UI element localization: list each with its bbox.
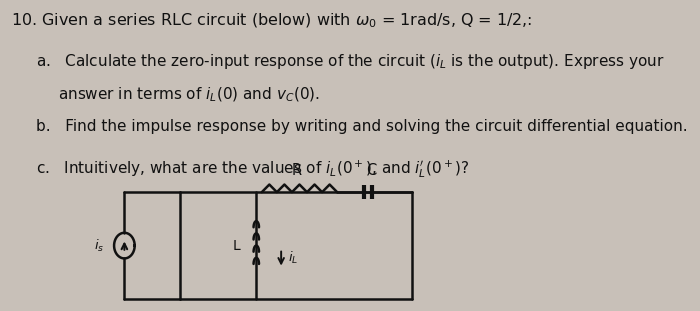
Text: b.   Find the impulse response by writing and solving the circuit differential e: b. Find the impulse response by writing … bbox=[36, 119, 687, 134]
Text: C: C bbox=[366, 163, 376, 178]
Text: a.   Calculate the zero-input response of the circuit ($i_L$ is the output). Exp: a. Calculate the zero-input response of … bbox=[36, 52, 664, 71]
Text: answer in terms of $i_L(0)$ and $v_C(0)$.: answer in terms of $i_L(0)$ and $v_C(0)$… bbox=[58, 85, 320, 104]
Text: 10. Given a series RLC circuit (below) with $\omega_0$ = 1rad/s, Q = 1/2,:: 10. Given a series RLC circuit (below) w… bbox=[11, 12, 532, 30]
Text: R: R bbox=[292, 163, 302, 178]
Text: L: L bbox=[233, 239, 241, 253]
Text: c.   Intuitively, what are the values of $i_L(0^+)$, and $i_L'(0^+)$?: c. Intuitively, what are the values of $… bbox=[36, 159, 470, 180]
Text: $i_L$: $i_L$ bbox=[288, 250, 298, 266]
Text: $i_s$: $i_s$ bbox=[94, 238, 105, 254]
